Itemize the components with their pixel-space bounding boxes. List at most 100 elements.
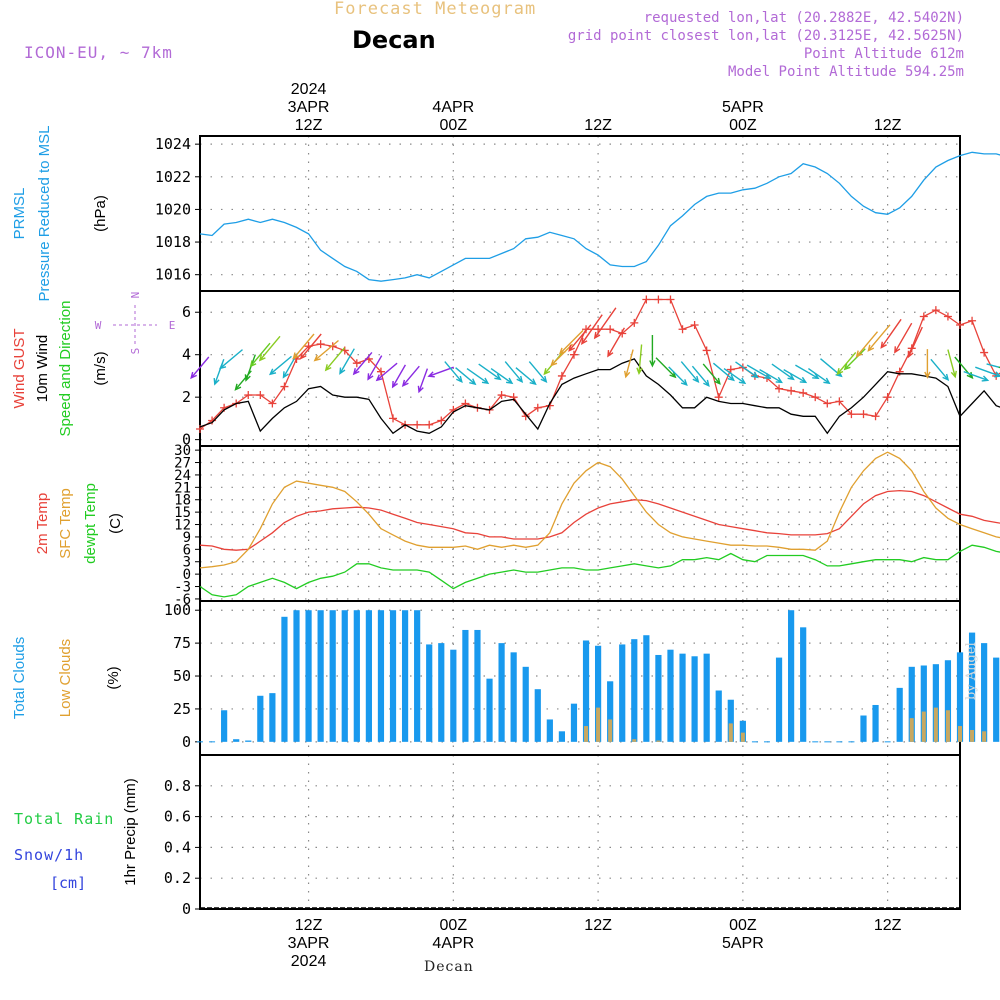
total-cloud-bar bbox=[401, 610, 409, 742]
wind-direction-arrow-icon bbox=[190, 356, 210, 380]
y-tick-label: 75 bbox=[173, 634, 191, 652]
wind-direction-arrow-icon bbox=[836, 351, 857, 376]
gust-marker bbox=[956, 320, 964, 329]
gust-marker bbox=[726, 365, 735, 374]
panel-frame bbox=[199, 600, 961, 756]
total-cloud-bar bbox=[474, 629, 481, 742]
total-cloud-bar bbox=[607, 681, 614, 742]
total-cloud-bar bbox=[655, 654, 662, 742]
y-tick-label: 21 bbox=[174, 480, 191, 496]
wind-direction-arrow-icon bbox=[668, 366, 688, 387]
y-axis-label: PRMSL bbox=[11, 188, 28, 240]
wind-direction-arrow-icon bbox=[963, 370, 990, 382]
wind-direction-arrow-icon bbox=[580, 314, 603, 346]
gust-marker bbox=[871, 412, 880, 421]
total-cloud-bar bbox=[257, 695, 264, 742]
wind-direction-arrow-icon bbox=[375, 362, 398, 382]
total-cloud-bar bbox=[872, 704, 879, 742]
y-tick-label: 27 bbox=[174, 456, 191, 472]
y-axis-label: (hPa) bbox=[92, 195, 109, 232]
total-cloud-bar bbox=[510, 652, 517, 742]
total-cloud-bar bbox=[968, 632, 976, 742]
total-cloud-bar bbox=[365, 610, 372, 742]
gust-marker bbox=[823, 399, 832, 408]
wind-direction-arrow-icon bbox=[855, 331, 879, 358]
total-cloud-bar bbox=[715, 690, 722, 742]
wind-direction-arrow-icon bbox=[352, 351, 373, 376]
wind-direction-arrow-icon bbox=[490, 368, 514, 385]
wind-direction-arrow-icon bbox=[478, 363, 502, 381]
gust-marker bbox=[533, 403, 542, 412]
gust-marker bbox=[895, 367, 904, 376]
y-tick-label: 18 bbox=[174, 493, 191, 509]
total-cloud-bar bbox=[582, 640, 590, 742]
y-tick-label: 0.4 bbox=[164, 838, 191, 856]
y-tick-label: 1022 bbox=[155, 168, 191, 186]
gust-marker bbox=[280, 382, 289, 391]
wind-direction-arrow-icon bbox=[427, 366, 454, 378]
model-point-altitude: Model Point Altitude 594.25m bbox=[727, 64, 964, 80]
total-cloud-bar bbox=[775, 657, 783, 742]
y-axis-label: (m/s) bbox=[92, 351, 109, 385]
y-axis-label: 2m Temp bbox=[34, 493, 51, 554]
y-axis-label: Pressure Reduced to MSL bbox=[36, 126, 53, 302]
y-tick-label: 100 bbox=[164, 601, 191, 619]
y-tick-label: 0.6 bbox=[164, 808, 191, 826]
total-cloud-bar bbox=[896, 687, 903, 742]
time-axis-bottom-label: 4APR bbox=[432, 935, 474, 952]
wind-direction-arrow-icon bbox=[783, 368, 808, 384]
y-tick-label: 1020 bbox=[155, 200, 191, 218]
low-cloud-bar bbox=[584, 726, 589, 742]
panel-frame bbox=[199, 135, 961, 292]
wind-direction-arrow-icon bbox=[568, 324, 592, 352]
total-cloud-bar bbox=[570, 703, 578, 742]
panel-clouds: 0 25 50 75 100 Total Clouds Low Clouds (%) bbox=[11, 600, 1000, 756]
wind-direction-arrow-icon bbox=[702, 363, 721, 385]
wind-direction-arrow-icon bbox=[258, 335, 281, 362]
time-axis-top-label: 12Z bbox=[584, 117, 612, 134]
total-cloud-bar bbox=[377, 610, 385, 742]
total-cloud-bar bbox=[667, 649, 674, 742]
wind-direction-arrow-icon bbox=[367, 355, 383, 381]
gust-marker bbox=[666, 295, 675, 304]
gust-marker bbox=[256, 391, 265, 400]
panel-wind: 0 2 4 6 Wind GUST 10m Wind Speed and Direction… bbox=[11, 290, 1000, 449]
low-cloud-bar bbox=[970, 729, 975, 742]
total-cloud-bar bbox=[558, 731, 566, 742]
wind-direction-arrow-icon bbox=[712, 362, 735, 382]
gust-marker bbox=[413, 420, 422, 429]
low-cloud-bar bbox=[909, 718, 914, 742]
y-tick-label: 9 bbox=[183, 530, 191, 546]
total-cloud-bar bbox=[631, 639, 638, 742]
y-axis-label: 1hr Precip (mm) bbox=[122, 778, 139, 886]
total-cloud-bar bbox=[486, 678, 493, 742]
low-cloud-bar bbox=[632, 739, 637, 742]
total-cloud-bar bbox=[317, 610, 324, 742]
legend-total-rain: Total Rain bbox=[14, 810, 114, 828]
wind-direction-arrow-icon bbox=[339, 348, 355, 375]
gust-marker bbox=[557, 371, 566, 380]
gust-marker bbox=[859, 410, 868, 419]
series-line-dewpt-temp bbox=[199, 544, 1000, 598]
grid-point-coordinates: grid point closest lon,lat (20.3125E, 42… bbox=[567, 28, 964, 44]
y-tick-label: 6 bbox=[182, 303, 191, 321]
time-axis-top-label: 3APR bbox=[288, 99, 330, 116]
y-tick-label: 0 bbox=[182, 900, 191, 918]
gust-marker bbox=[775, 384, 784, 393]
y-tick-label: 1024 bbox=[155, 135, 191, 153]
total-cloud-bar bbox=[462, 629, 469, 742]
y-tick-label: 6 bbox=[183, 542, 191, 558]
gust-marker bbox=[244, 391, 253, 400]
wind-direction-arrow-icon bbox=[550, 343, 573, 367]
total-cloud-bar bbox=[920, 665, 927, 742]
time-axis-top-label: 12Z bbox=[874, 117, 902, 134]
total-cloud-bar bbox=[679, 653, 686, 742]
low-cloud-bar bbox=[656, 740, 661, 742]
compass-west: W bbox=[95, 319, 102, 332]
gust-marker bbox=[425, 420, 434, 429]
total-cloud-bar bbox=[305, 610, 312, 742]
gust-marker bbox=[437, 416, 446, 425]
y-axis-label: (%) bbox=[105, 666, 122, 689]
total-cloud-bar bbox=[860, 715, 867, 742]
series-line-sfc-temp bbox=[199, 451, 1000, 569]
